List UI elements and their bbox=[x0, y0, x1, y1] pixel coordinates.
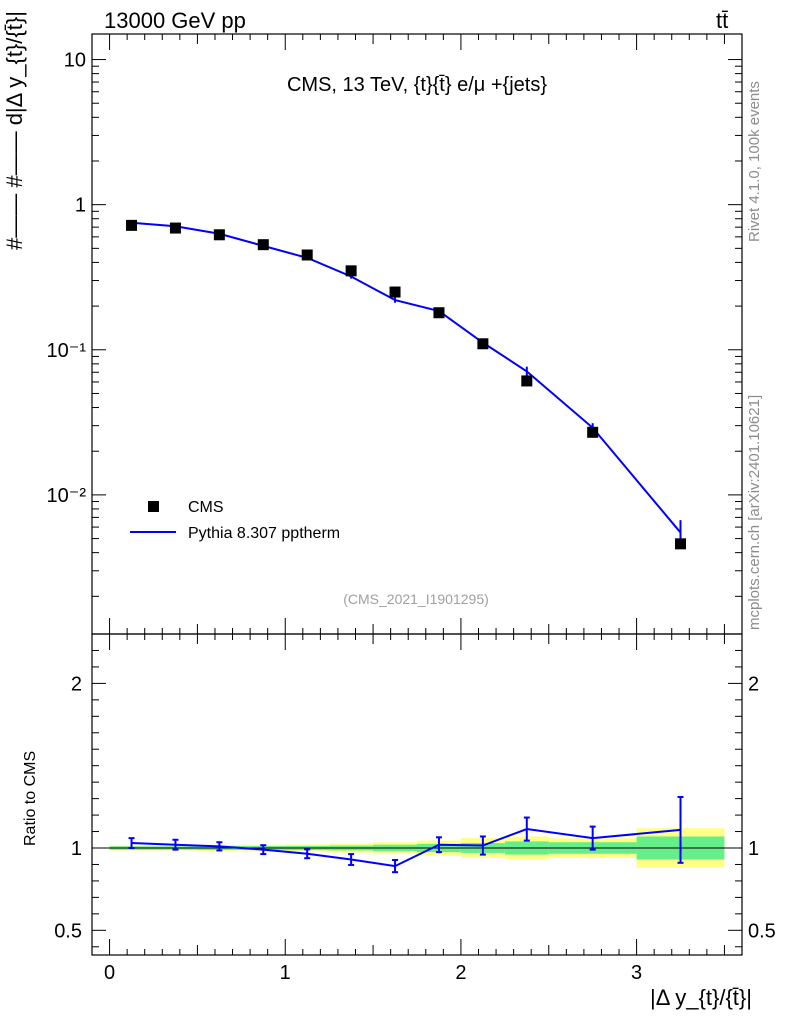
ratio-y-tick-label-right: 0.5 bbox=[748, 920, 776, 942]
cms-data-point bbox=[301, 249, 313, 261]
cms-data-point bbox=[675, 538, 687, 550]
ratio-y-tick-label-right: 2 bbox=[748, 673, 759, 695]
legend-cms-marker bbox=[148, 501, 159, 512]
main-y-tick-label: 10⁻² bbox=[47, 485, 87, 507]
x-tick-label: 1 bbox=[280, 962, 291, 984]
cms-data-point bbox=[587, 426, 599, 438]
x-tick-label: 3 bbox=[631, 962, 642, 984]
header-process: 13000 GeV pp bbox=[104, 8, 246, 33]
ratio-y-tick-label-right: 1 bbox=[748, 838, 759, 860]
x-axis-title: |Δ y_{t}/{t̄}| bbox=[650, 985, 752, 1010]
analysis-watermark: (CMS_2021_I1901295) bbox=[343, 591, 489, 607]
ratio-y-tick-label-left: 1 bbox=[71, 838, 82, 860]
x-tick-label: 2 bbox=[455, 962, 466, 984]
ratio-y-tick-label-left: 2 bbox=[71, 673, 82, 695]
ratio-pythia-line bbox=[131, 828, 681, 868]
main-y-tick-label: 10 bbox=[64, 50, 86, 72]
cms-data-point bbox=[477, 338, 489, 350]
x-tick-label: 0 bbox=[104, 962, 115, 984]
main-plot-area: 10 1 10⁻¹ 10⁻² bbox=[47, 33, 743, 635]
cms-data-point bbox=[345, 265, 357, 277]
cms-data-point bbox=[257, 239, 269, 251]
header-final-state: tt̄ bbox=[716, 8, 729, 33]
cms-data-point bbox=[389, 286, 401, 298]
legend-pythia-label: Pythia 8.307 pptherm bbox=[188, 525, 340, 542]
cms-data-point bbox=[213, 229, 225, 241]
legend: CMS Pythia 8.307 pptherm bbox=[130, 499, 340, 542]
ratio-plot-frame bbox=[91, 633, 743, 956]
ratio-y-tick-label-left: 0.5 bbox=[54, 920, 82, 942]
cms-data-point bbox=[169, 222, 181, 234]
pythia-line bbox=[131, 221, 682, 534]
plot-title: CMS, 13 TeV, {t}{t̄} e/μ +{jets} bbox=[287, 74, 547, 96]
legend-cms-label: CMS bbox=[188, 499, 224, 516]
main-y-tick-label: 10⁻¹ bbox=[47, 340, 87, 362]
cms-data-point bbox=[126, 219, 138, 231]
main-y-tick-label: 1 bbox=[75, 195, 86, 217]
ratio-plot-area: 0 1 2 3 0.5 0.5 1 1 2 2 bbox=[54, 633, 776, 984]
main-plot-frame bbox=[91, 33, 743, 635]
cms-data-point bbox=[521, 375, 533, 387]
cms-data-point bbox=[433, 307, 445, 319]
